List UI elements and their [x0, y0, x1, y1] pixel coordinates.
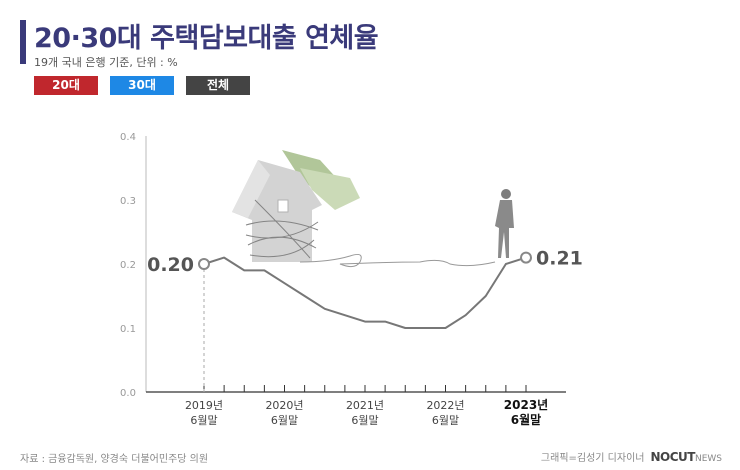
series-line	[203, 256, 527, 329]
legend: 20대 30대 전체	[34, 76, 250, 95]
title-accent-bar	[20, 20, 26, 64]
source-note: 자료 : 금융감독원, 양경숙 더불어민주당 의원	[20, 454, 209, 465]
graphic-credit: 그래픽=김성기 디자이너	[540, 453, 645, 464]
x-tick-label: 2022년 6월말	[426, 399, 464, 427]
y-tick-label: 0.1	[120, 324, 136, 335]
house-illustration	[232, 150, 360, 262]
brand-logo-sub: NEWS	[694, 454, 722, 464]
x-tick-label: 2021년 6월말	[346, 399, 384, 427]
x-tick-label: 2019년 6월말	[185, 399, 223, 427]
y-tick-label: 0.2	[120, 260, 136, 271]
chart-subtitle: 19개 국내 은행 기준, 단위 : %	[34, 56, 178, 69]
data-label: 0.21	[536, 248, 583, 270]
x-tick-label: 2020년 6월말	[265, 399, 303, 427]
legend-item-total: 전체	[186, 76, 250, 95]
person-illustration	[495, 189, 514, 258]
string-illustration	[299, 254, 496, 268]
y-tick-label: 0.3	[120, 196, 136, 207]
y-tick-label: 0.4	[120, 132, 136, 143]
brand-logo: NOCUT	[650, 450, 695, 464]
legend-item-20s: 20대	[34, 76, 98, 95]
data-point-marker	[198, 258, 210, 270]
legend-item-30s: 30대	[110, 76, 174, 95]
y-tick-label: 0.0	[120, 388, 136, 399]
credit-note: 그래픽=김성기 디자이너 NOCUT NEWS	[541, 449, 722, 464]
data-label: 0.20	[147, 254, 194, 276]
x-tick-label: 2023년 6월말	[504, 398, 548, 427]
data-point-marker	[520, 251, 532, 264]
page-title: 20·30대 주택담보대출 연체율	[34, 23, 379, 54]
